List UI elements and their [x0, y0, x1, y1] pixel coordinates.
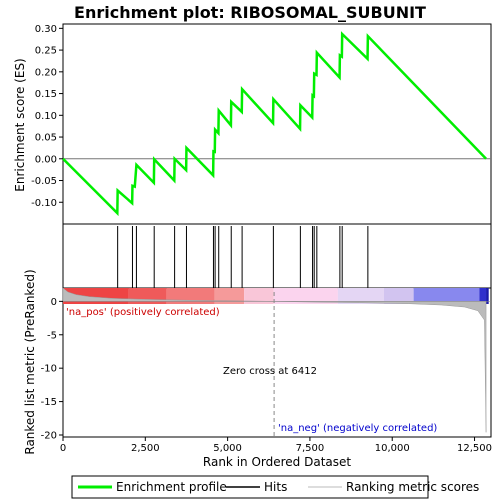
metric-y-tick-label: -20 — [41, 430, 57, 441]
x-tick-label: 12,500 — [457, 443, 492, 454]
es-y-tick-label: 0.20 — [35, 67, 57, 78]
enrichment-profile-series — [62, 31, 487, 217]
metric-y-tick-label: 0 — [51, 297, 57, 308]
heatmap-segment — [337, 288, 384, 304]
metric-y-axis: 0 -5 -10 -15 -20 — [41, 297, 63, 441]
heatmap-segment — [244, 288, 274, 304]
legend: Enrichment profile Hits Ranking metric s… — [71, 475, 479, 499]
neg-correlated-label: 'na_neg' (negatively correlated) — [278, 423, 437, 434]
es-y-axis-label: Enrichment score (ES) — [13, 58, 27, 191]
x-tick-label: 7,500 — [296, 443, 325, 454]
es-y-tick-label: 0.15 — [35, 89, 57, 100]
x-tick-label: 2,500 — [131, 443, 160, 454]
x-axis: 0 2,500 5,000 7,500 10,000 12,500 — [60, 437, 492, 454]
x-tick-label: 10,000 — [375, 443, 410, 454]
metric-y-tick-label: -5 — [47, 330, 57, 341]
es-y-tick-label: 0.00 — [35, 154, 57, 165]
metric-y-axis-label: Ranked list metric (PreRanked) — [23, 269, 37, 454]
hit-markers — [117, 226, 369, 288]
zero-cross-label: Zero cross at 6412 — [223, 366, 317, 377]
heatmap-segment — [214, 288, 245, 304]
x-axis-label: Rank in Ordered Dataset — [203, 455, 351, 469]
heatmap-segment — [384, 288, 414, 304]
enrichment-profile-line — [62, 31, 487, 217]
es-y-tick-label: 0.25 — [35, 46, 57, 57]
x-tick-label: 0 — [60, 443, 66, 454]
es-y-tick-label: 0.30 — [35, 24, 57, 35]
es-y-tick-label: 0.05 — [35, 133, 57, 144]
legend-label-hits: Hits — [264, 480, 287, 494]
legend-label-metric: Ranking metric scores — [346, 480, 479, 494]
x-tick-label: 5,000 — [213, 443, 242, 454]
es-y-tick-label: -0.05 — [31, 176, 57, 187]
pos-correlated-label: 'na_pos' (positively correlated) — [66, 307, 220, 318]
ranking-metric-area — [62, 287, 491, 437]
heatmap-segment — [413, 288, 480, 304]
heatmap-segment — [479, 288, 487, 304]
es-panel-frame — [62, 23, 492, 225]
heatmap-segment — [273, 288, 338, 304]
metric-y-tick-label: -15 — [41, 397, 57, 408]
es-y-tick-label: 0.10 — [35, 111, 57, 122]
es-y-tick-label: -0.10 — [31, 198, 57, 209]
heatmap-segment — [486, 288, 489, 304]
hits-panel-frame — [62, 223, 492, 289]
es-y-axis: -0.10 -0.05 0.00 0.05 0.10 0.15 0.20 0.25 0.30 — [31, 24, 63, 209]
legend-label-enrichment: Enrichment profile — [116, 480, 227, 494]
metric-y-tick-label: -10 — [41, 364, 57, 375]
chart-title: Enrichment plot: RIBOSOMAL_SUBUNIT — [74, 3, 426, 22]
ranking-metric-fill — [62, 287, 487, 433]
